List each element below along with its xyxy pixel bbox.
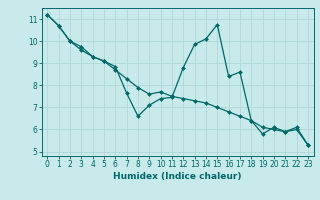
X-axis label: Humidex (Indice chaleur): Humidex (Indice chaleur) [113,172,242,181]
